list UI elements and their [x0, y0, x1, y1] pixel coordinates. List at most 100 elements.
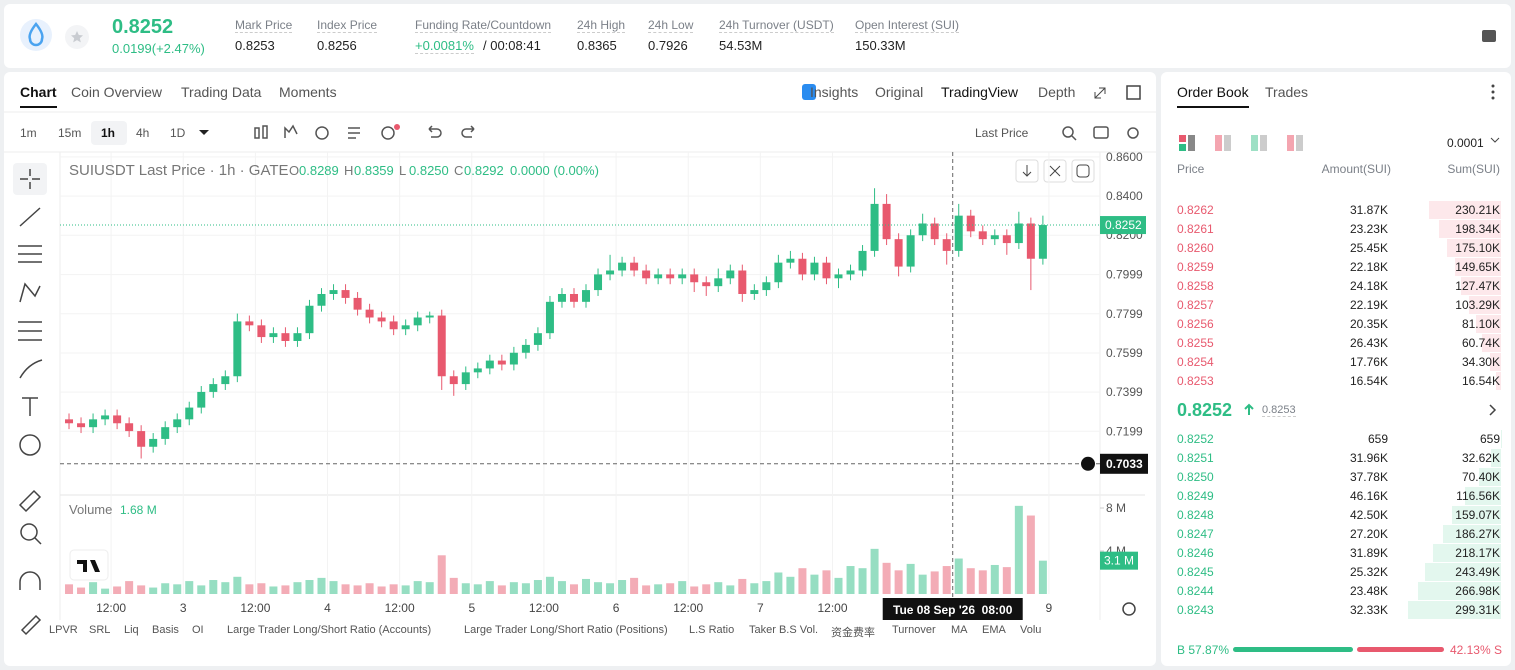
candle-body [173, 419, 182, 428]
interval[interactable]: 4h [136, 126, 150, 140]
fullscreen-icon[interactable] [1094, 87, 1106, 99]
volume-bar [810, 574, 819, 594]
ob-sum: 218.17K [1455, 546, 1500, 560]
stat-label: Index Price [317, 18, 378, 33]
ob-price[interactable]: 0.8243 [1177, 603, 1214, 617]
tab[interactable]: Moments [279, 84, 337, 100]
ob-price[interactable]: 0.8259 [1177, 260, 1214, 274]
ob-price[interactable]: 0.8246 [1177, 546, 1214, 560]
ob-price[interactable]: 0.8261 [1177, 222, 1214, 236]
ob-price[interactable]: 0.8254 [1177, 355, 1214, 369]
mid-arrow[interactable] [1489, 404, 1497, 416]
ob-price[interactable]: 0.8248 [1177, 508, 1214, 522]
drawing-tools[interactable] [13, 163, 47, 636]
stat-value: 0.8256 [317, 38, 357, 53]
ob-amount: 23.48K [1349, 584, 1388, 598]
view-tab[interactable]: Depth [1038, 84, 1076, 100]
candle-body [858, 250, 867, 271]
ob-tab[interactable]: Trades [1265, 84, 1309, 100]
depth-bar [1418, 582, 1501, 600]
volume-bar [269, 586, 278, 594]
tab[interactable]: Coin Overview [71, 84, 163, 100]
indicator[interactable]: Liq [124, 624, 139, 636]
indicator[interactable]: L.S Ratio [689, 624, 735, 636]
indicator[interactable]: LPVR [49, 624, 78, 636]
volume-bar [666, 583, 675, 594]
ob-price[interactable]: 0.8249 [1177, 489, 1214, 503]
candle-body [185, 407, 194, 420]
ob-price[interactable]: 0.8251 [1177, 451, 1214, 465]
ob-price[interactable]: 0.8244 [1177, 584, 1214, 598]
candle-body [257, 325, 266, 338]
y-tick-label: 0.7599 [1106, 346, 1143, 360]
interval[interactable]: 1D [170, 126, 186, 140]
candle-body [425, 315, 434, 318]
ob-price[interactable]: 0.8256 [1177, 317, 1214, 331]
insights-icon[interactable] [802, 84, 816, 100]
window-icon[interactable] [1126, 85, 1141, 100]
ob-price[interactable]: 0.8262 [1177, 203, 1214, 217]
indicator[interactable]: SRL [89, 624, 111, 636]
indicator[interactable]: Turnover [892, 624, 936, 636]
indicator[interactable]: OI [192, 624, 204, 636]
precision[interactable]: 0.0001 [1447, 136, 1484, 150]
view-tab[interactable]: Insights [810, 84, 859, 100]
volume-bar [89, 582, 98, 594]
price-source[interactable]: Last Price [975, 126, 1029, 140]
indicator[interactable]: 资金费率 [831, 627, 875, 639]
indicator[interactable]: EMA [982, 624, 1006, 636]
header-icon[interactable] [1482, 30, 1496, 42]
ob-price[interactable]: 0.8250 [1177, 470, 1214, 484]
ob-price[interactable]: 0.8252 [1177, 432, 1214, 446]
ob-sum: 16.54K [1461, 374, 1500, 388]
indicator[interactable]: MA [951, 624, 968, 636]
candle-body [882, 203, 891, 240]
view-tab[interactable]: TradingView [941, 84, 1019, 100]
volume-bar [990, 564, 999, 594]
ob-price[interactable]: 0.8255 [1177, 336, 1214, 350]
volume-bar [834, 577, 843, 594]
settings-icon[interactable] [1122, 602, 1136, 616]
view-tab[interactable]: Original [875, 84, 924, 100]
ob-price[interactable]: 0.8258 [1177, 279, 1214, 293]
ob-price[interactable]: 0.8253 [1177, 374, 1214, 388]
depth-bar [1429, 201, 1501, 219]
chart-toolbar-icons[interactable] [254, 124, 1139, 141]
candle-body [906, 235, 915, 267]
indicator[interactable]: Taker B.S Vol. [749, 624, 819, 636]
ob-sum: 266.98K [1455, 584, 1500, 598]
indicator[interactable]: Large Trader Long/Short Ratio (Positions… [464, 624, 668, 636]
candle-body [894, 239, 903, 267]
x-tick-label: 12:00 [529, 601, 559, 615]
candle-body [305, 305, 314, 334]
indicator[interactable]: Basis [152, 624, 179, 636]
fav-star[interactable] [71, 31, 83, 43]
ob-price[interactable]: 0.8247 [1177, 527, 1214, 541]
ob-tab[interactable]: Order Book [1177, 84, 1249, 108]
chart-controls[interactable] [1015, 159, 1095, 183]
volume-bar [125, 581, 134, 594]
book-layout-icons[interactable] [1179, 135, 1303, 151]
ob-mark: 0.8253 [1262, 404, 1296, 417]
ob-amount: 37.78K [1349, 470, 1388, 484]
indicator[interactable]: Volu [1020, 624, 1042, 636]
precision-caret[interactable] [1490, 137, 1500, 143]
interval[interactable]: 1h [101, 126, 116, 140]
volume-bar [413, 581, 422, 594]
ob-price[interactable]: 0.8245 [1177, 565, 1214, 579]
candle-body [485, 360, 494, 369]
volume-bar [497, 585, 506, 594]
tab[interactable]: Chart [20, 84, 57, 108]
y-tick-label: 0.8400 [1106, 189, 1143, 203]
candle-body [281, 333, 290, 341]
volume-bar [582, 578, 591, 594]
indicator[interactable]: Large Trader Long/Short Ratio (Accounts) [227, 624, 432, 636]
interval[interactable]: 15m [58, 126, 82, 140]
ob-price[interactable]: 0.8257 [1177, 298, 1214, 312]
dropdown-caret[interactable] [199, 130, 209, 135]
ob-sum: 159.07K [1455, 508, 1500, 522]
tab[interactable]: Trading Data [181, 84, 262, 100]
last-price-box [1100, 216, 1146, 235]
interval[interactable]: 1m [20, 126, 37, 140]
ob-price[interactable]: 0.8260 [1177, 241, 1214, 255]
